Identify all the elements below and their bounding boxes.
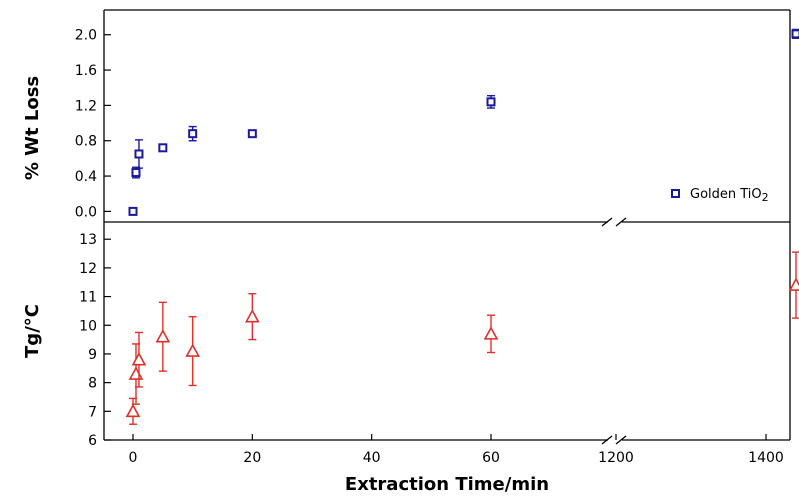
bottom-panel-frame bbox=[103, 222, 791, 445]
wt-loss-square-marker bbox=[791, 29, 799, 39]
wt-loss-square-marker bbox=[247, 129, 257, 139]
wt-loss-square-marker bbox=[128, 206, 138, 216]
top-y-tick-label: 1.6 bbox=[75, 63, 97, 79]
bottom-y-tick-label: 11 bbox=[79, 290, 97, 306]
x-tick-label: 60 bbox=[482, 450, 500, 466]
top-y-tick-label: 0.0 bbox=[75, 204, 97, 220]
legend-marker-square bbox=[671, 189, 680, 198]
x-tick-label: 40 bbox=[363, 450, 381, 466]
wt-loss-data-point bbox=[134, 139, 144, 169]
tg-triangle-marker bbox=[788, 277, 799, 291]
bottom-y-tick-label: 7 bbox=[88, 404, 97, 420]
wt-loss-square-marker bbox=[158, 143, 168, 153]
top-y-axis-title: % Wt Loss bbox=[22, 76, 43, 180]
x-tick-label: 1200 bbox=[598, 450, 634, 466]
legend-label: Golden TiO2 bbox=[690, 187, 769, 204]
wt-loss-square-marker bbox=[134, 149, 144, 159]
tg-triangle-marker bbox=[155, 329, 171, 343]
wt-loss-data-point bbox=[158, 143, 168, 153]
wt-loss-square-marker bbox=[131, 168, 141, 178]
bottom-y-tick-label: 9 bbox=[88, 347, 97, 363]
bottom-y-tick-label: 13 bbox=[79, 232, 97, 248]
bottom-y-tick-label: 6 bbox=[88, 433, 97, 449]
wt-loss-data-point bbox=[188, 125, 198, 142]
wt-loss-data-point bbox=[247, 129, 257, 139]
top-y-tick-label: 0.4 bbox=[75, 169, 97, 185]
wt-loss-data-point bbox=[791, 28, 799, 39]
wt-loss-square-marker bbox=[188, 129, 198, 139]
tg-data-point bbox=[244, 293, 260, 341]
wt-loss-data-point bbox=[128, 206, 138, 216]
top-y-tick-label: 2.0 bbox=[75, 28, 97, 44]
x-tick-label: 1400 bbox=[748, 450, 784, 466]
x-axis: 0 20 40 60 1200 1400 bbox=[129, 434, 784, 466]
tg-triangle-marker bbox=[131, 352, 147, 366]
tg-data-point bbox=[131, 331, 147, 388]
tg-triangle-marker bbox=[483, 326, 499, 340]
bottom-y-axis: 6 7 8 9 10 11 12 13 bbox=[79, 232, 111, 449]
tg-data-point bbox=[483, 314, 499, 354]
tg-triangle-marker bbox=[185, 343, 201, 357]
bottom-y-axis-title: Tg/°C bbox=[22, 304, 43, 358]
x-tick-label: 0 bbox=[129, 450, 138, 466]
top-y-axis: 0.0 0.4 0.8 1.2 1.6 2.0 bbox=[75, 28, 111, 220]
tg-triangle-marker bbox=[125, 403, 141, 418]
top-panel-frame bbox=[103, 9, 791, 227]
top-y-tick-label: 0.8 bbox=[75, 134, 97, 150]
wt-loss-data-point bbox=[486, 94, 496, 109]
bottom-y-tick-label: 12 bbox=[79, 261, 97, 277]
legend: Golden TiO2 bbox=[671, 187, 769, 204]
wt-loss-series bbox=[128, 28, 799, 216]
bottom-y-tick-label: 10 bbox=[79, 318, 97, 334]
top-y-tick-label: 1.2 bbox=[75, 98, 97, 114]
x-tick-label: 20 bbox=[243, 450, 261, 466]
tg-series bbox=[125, 251, 799, 425]
wt-loss-square-marker bbox=[486, 97, 496, 107]
wt-loss-data-point bbox=[131, 166, 141, 179]
tg-data-point bbox=[185, 315, 201, 387]
x-axis-title: Extraction Time/min bbox=[345, 474, 549, 495]
tg-data-point bbox=[155, 301, 171, 372]
bottom-y-tick-label: 8 bbox=[88, 376, 97, 392]
tg-triangle-marker bbox=[244, 308, 260, 323]
